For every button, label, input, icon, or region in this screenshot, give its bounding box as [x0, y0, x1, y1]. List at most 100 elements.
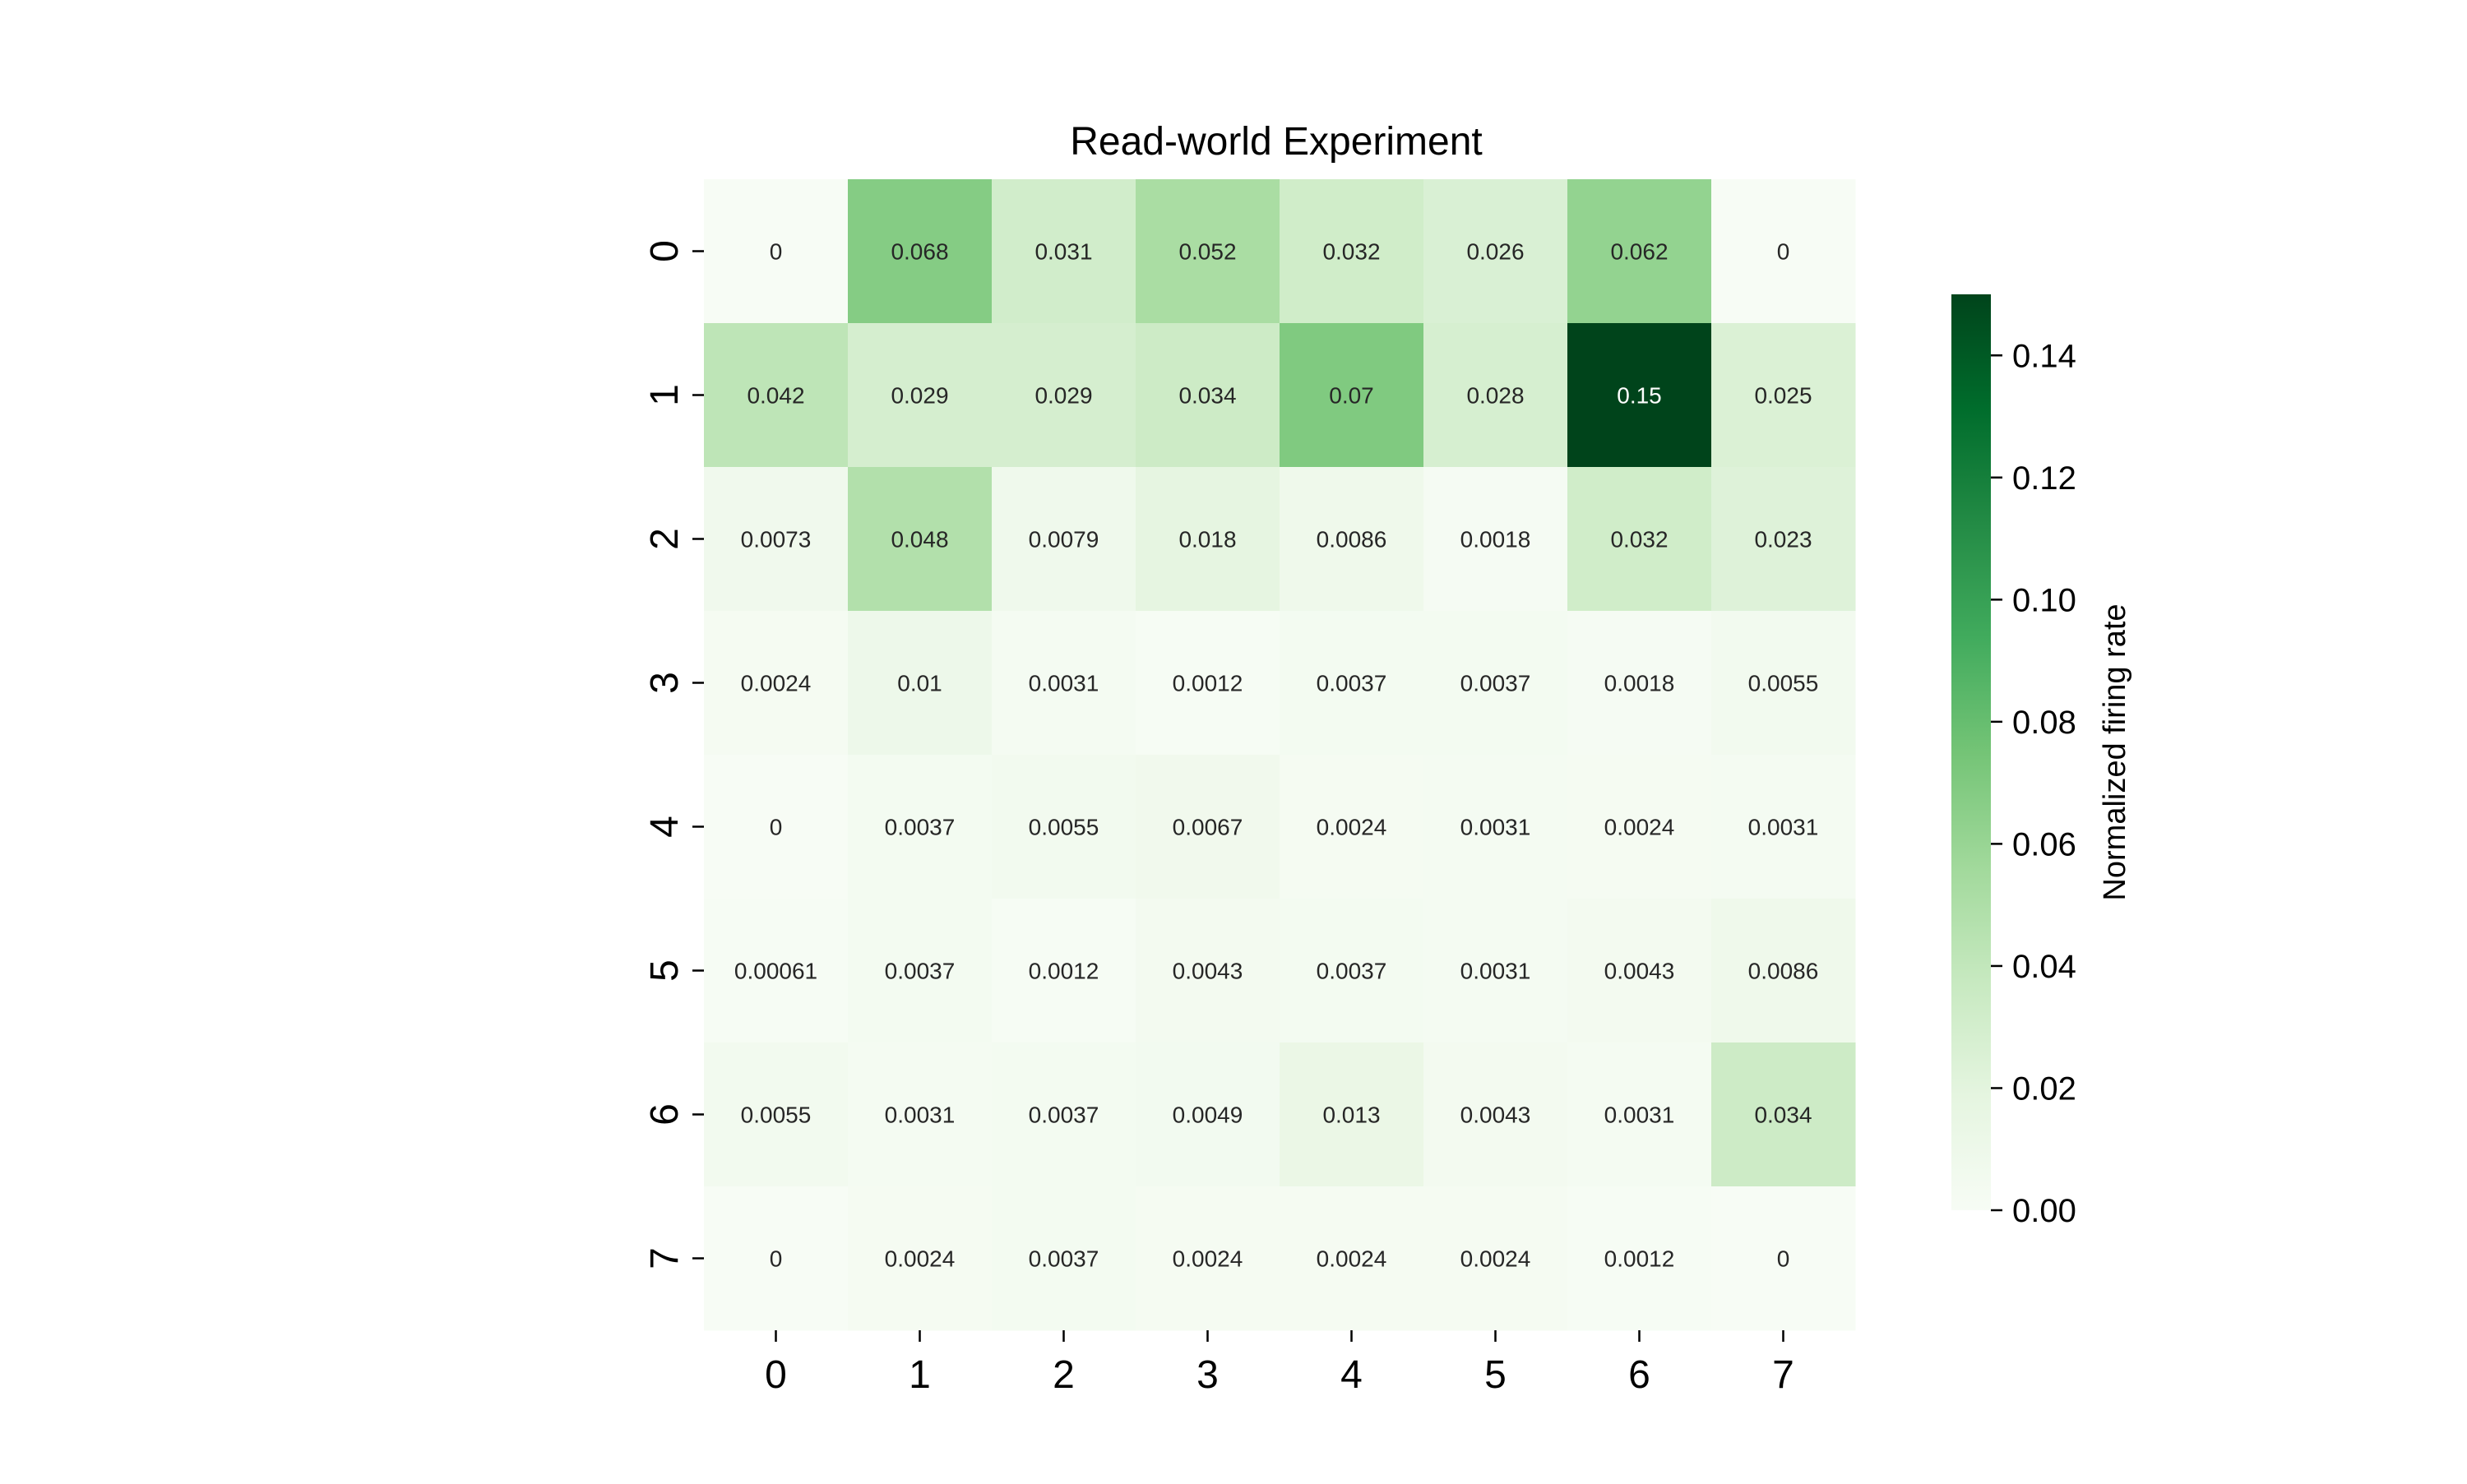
cell-annotation: 0.025: [1754, 383, 1812, 409]
heatmap-cell: [1567, 1186, 1712, 1331]
heatmap-cell: [848, 1186, 993, 1331]
heatmap-cell: [1711, 611, 1856, 756]
cell-annotation: 0.0024: [1173, 1246, 1243, 1272]
heatmap-cell: [1567, 755, 1712, 899]
cell-annotation: 0.0055: [1029, 815, 1099, 840]
colorbar-tick-label: 0.00: [2012, 1193, 2076, 1229]
y-tick-label: 1: [643, 384, 687, 406]
cell-annotations: 0 0.068 0.031 0.052 0.032 0.026 0.062 0 0.042 0.0…: [734, 239, 1818, 1272]
cell-annotation: 0: [770, 1246, 783, 1272]
heatmap-cell: [848, 323, 993, 468]
heatmap-cell: [992, 899, 1136, 1043]
heatmap-cell: [1711, 755, 1856, 899]
heatmap-cell: [1136, 611, 1280, 756]
cell-annotation: 0.034: [1178, 383, 1236, 409]
heatmap-cell: [1136, 755, 1280, 899]
colorbar-tick-label: 0.12: [2012, 460, 2076, 497]
cell-annotation: 0.0024: [1317, 1246, 1387, 1272]
colorbar-tick-label: 0.06: [2012, 826, 2076, 862]
colorbar-tick-label: 0.02: [2012, 1070, 2076, 1107]
colorbar-tick-label: 0.14: [2012, 338, 2076, 374]
cell-annotation: 0.0018: [1460, 527, 1531, 552]
heatmap-cell: [1136, 467, 1280, 612]
cell-annotation: 0.032: [1322, 239, 1380, 265]
heatmap-cell: [1280, 1186, 1424, 1331]
heatmap-cell: [1136, 899, 1280, 1043]
cell-annotation: 0: [1777, 239, 1790, 265]
cell-annotation: 0.031: [1034, 239, 1092, 265]
cell-annotation: 0.028: [1466, 383, 1524, 409]
heatmap-cell: [1567, 467, 1712, 612]
cell-annotation: 0.0012: [1604, 1246, 1675, 1272]
heatmap-cell: [704, 1186, 849, 1331]
x-tick-label: 3: [1196, 1353, 1219, 1397]
cell-annotation: 0.0012: [1173, 671, 1243, 696]
heatmap-cell: [1711, 467, 1856, 612]
heatmap-cell: [992, 755, 1136, 899]
heatmap-cell: [1567, 1042, 1712, 1187]
heatmap-cell: [1423, 1186, 1568, 1331]
colorbar-ticks: 0.00 0.02 0.04 0.06 0.08 0.10 0.12 0.14: [1991, 338, 2076, 1229]
heatmap-cell: [848, 179, 993, 324]
heatmap-cell: [992, 1186, 1136, 1331]
cell-annotation: 0.15: [1617, 383, 1662, 409]
y-tick-label: 2: [643, 528, 687, 550]
x-tick-label: 2: [1053, 1353, 1075, 1397]
cell-annotation: 0.029: [891, 383, 948, 409]
cell-annotation: 0.0012: [1029, 959, 1099, 984]
y-axis: 0 1 2 3 4 5 6 7: [643, 240, 704, 1269]
cell-annotation: 0.018: [1178, 527, 1236, 552]
cell-annotation: 0.0043: [1604, 959, 1675, 984]
heatmap-cell: [1567, 611, 1712, 756]
heatmap-cell: [704, 899, 849, 1043]
heatmap-cell: [1711, 179, 1856, 324]
heatmap-cells: [704, 179, 1856, 1331]
cell-annotation: 0.01: [897, 671, 942, 696]
cell-annotation: 0.0079: [1029, 527, 1099, 552]
heatmap-cell: [1423, 755, 1568, 899]
heatmap-cell: [1280, 467, 1424, 612]
cell-annotation: 0.0031: [1460, 959, 1531, 984]
heatmap-cell: [1711, 323, 1856, 468]
heatmap-cell: [1567, 323, 1712, 468]
heatmap-cell: [704, 467, 849, 612]
heatmap-cell: [1136, 1042, 1280, 1187]
cell-annotation: 0.0031: [885, 1103, 956, 1128]
cell-annotation: 0.0024: [1460, 1246, 1531, 1272]
heatmap-cell: [1423, 323, 1568, 468]
cell-annotation: 0.0037: [885, 959, 956, 984]
cell-annotation: 0.0055: [1748, 671, 1819, 696]
cell-annotation: 0.0031: [1604, 1103, 1675, 1128]
cell-annotation: 0.062: [1610, 239, 1668, 265]
cell-annotation: 0.048: [891, 527, 948, 552]
heatmap-cell: [848, 1042, 993, 1187]
heatmap-cell: [992, 179, 1136, 324]
heatmap-cell: [992, 323, 1136, 468]
cell-annotation: 0.0037: [1317, 959, 1387, 984]
x-tick-label: 6: [1628, 1353, 1650, 1397]
heatmap-cell: [1136, 179, 1280, 324]
heatmap-cell: [1423, 611, 1568, 756]
y-tick-label: 3: [643, 672, 687, 694]
heatmap-cell: [1423, 1042, 1568, 1187]
cell-annotation: 0.0043: [1460, 1103, 1531, 1128]
cell-annotation: 0.0037: [885, 815, 956, 840]
y-tick-label: 0: [643, 240, 687, 262]
cell-annotation: 0.052: [1178, 239, 1236, 265]
cell-annotation: 0.034: [1754, 1103, 1812, 1128]
heatmap-cell: [1567, 179, 1712, 324]
heatmap-cell: [704, 1042, 849, 1187]
heatmap-cell: [848, 899, 993, 1043]
cell-annotation: 0.0086: [1317, 527, 1387, 552]
heatmap-cell: [704, 179, 849, 324]
heatmap-cell: [848, 611, 993, 756]
cell-annotation: 0.042: [747, 383, 804, 409]
cell-annotation: 0.026: [1466, 239, 1524, 265]
cell-annotation: 0.0086: [1748, 959, 1819, 984]
colorbar-gradient: [1951, 294, 1991, 1210]
cell-annotation: 0: [770, 815, 783, 840]
heatmap-cell: [992, 611, 1136, 756]
x-tick-label: 7: [1772, 1353, 1794, 1397]
cell-annotation: 0.0037: [1460, 671, 1531, 696]
